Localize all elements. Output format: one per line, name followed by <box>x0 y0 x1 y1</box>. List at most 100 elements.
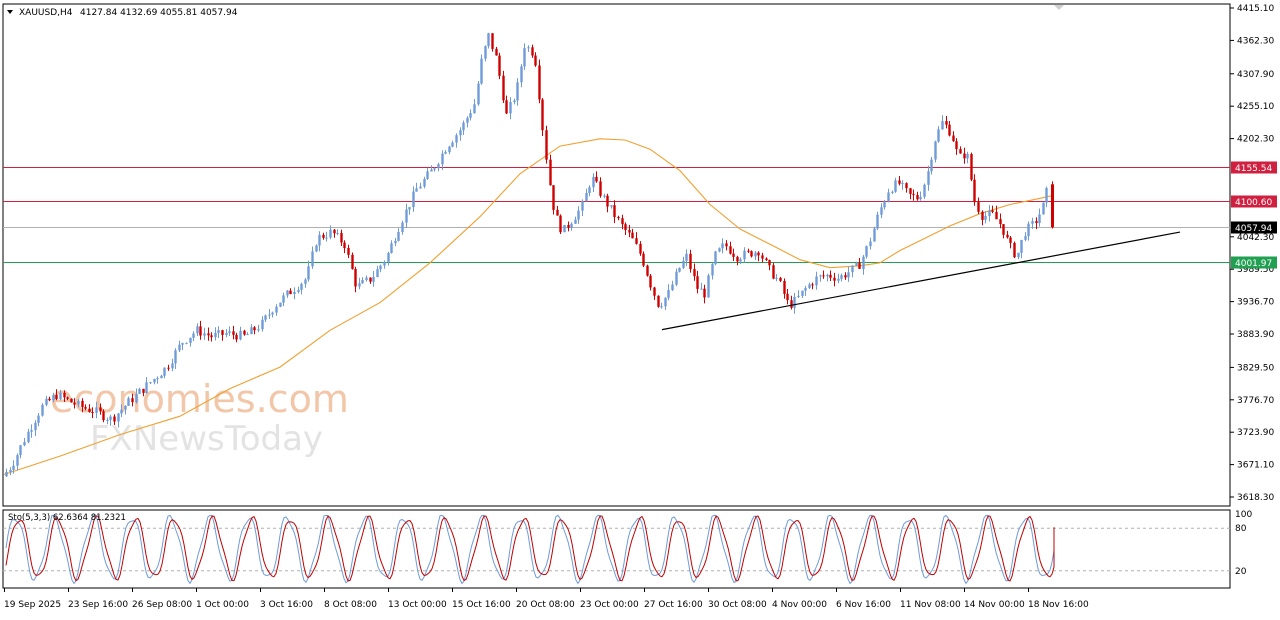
symbol-label: XAUUSD,H4 <box>19 8 73 18</box>
bullish-candle <box>894 180 897 192</box>
bearish-candle <box>912 193 915 195</box>
bullish-candle <box>423 179 426 187</box>
bearish-candle <box>347 248 350 255</box>
bullish-candle <box>383 261 386 266</box>
bullish-candle <box>451 142 454 147</box>
time-tick-label: 23 Oct 00:00 <box>580 600 639 610</box>
bullish-candle <box>441 153 444 165</box>
bullish-candle <box>365 277 368 280</box>
bearish-candle <box>786 293 789 301</box>
bullish-candle <box>869 241 872 247</box>
bearish-candle <box>81 400 84 408</box>
bullish-candle <box>145 382 148 393</box>
watermark: economies.com FXNewsToday <box>50 377 349 459</box>
bullish-candle <box>570 223 573 228</box>
bullish-candle <box>325 237 328 239</box>
bearish-candle <box>235 335 238 340</box>
level-tag-label: 4001.97 <box>1235 259 1272 269</box>
bearish-candle <box>858 262 861 269</box>
bearish-candle <box>340 233 343 243</box>
bullish-candle <box>473 104 476 114</box>
bearish-candle <box>552 185 555 210</box>
stochastic-tick-label: 20 <box>1235 567 1247 577</box>
bullish-candle <box>801 290 804 296</box>
bullish-candle <box>412 191 415 208</box>
trendline-layer[interactable] <box>661 231 1181 331</box>
bullish-candle <box>257 329 260 331</box>
bearish-candle <box>354 269 357 287</box>
bullish-candle <box>1031 221 1034 224</box>
bullish-candle <box>12 465 15 470</box>
bearish-candle <box>549 159 552 186</box>
bearish-candle <box>621 218 624 225</box>
bearish-candle <box>556 209 559 216</box>
moving-average <box>3 138 1055 476</box>
bullish-candle <box>138 388 141 394</box>
bearish-candle <box>1035 221 1038 223</box>
time-tick-label: 3 Oct 16:00 <box>260 600 313 610</box>
stochastic-legend: Sto(5,3,3) 62.6364 81.2321 <box>8 513 126 523</box>
bullish-candle <box>246 334 249 336</box>
bearish-candle <box>916 195 919 200</box>
bullish-candle <box>279 302 282 307</box>
bearish-candle <box>567 225 570 228</box>
bearish-candle <box>635 238 638 244</box>
bullish-candle <box>23 442 26 446</box>
bullish-candle <box>214 332 217 338</box>
bullish-candle <box>462 122 465 131</box>
bearish-candle <box>131 398 134 403</box>
bearish-candle <box>783 281 786 294</box>
bullish-candle <box>300 283 303 290</box>
bearish-candle <box>761 255 764 259</box>
bearish-candle <box>757 252 760 256</box>
ascending-trendline[interactable] <box>661 231 1181 331</box>
bearish-candle <box>210 335 213 338</box>
bearish-candle <box>599 181 602 196</box>
bearish-candle <box>693 269 696 277</box>
time-tick-label: 14 Nov 00:00 <box>964 600 1025 610</box>
bullish-candle <box>315 245 318 252</box>
bullish-candle <box>988 210 991 216</box>
bearish-candle <box>977 202 980 212</box>
bullish-candle <box>876 214 879 229</box>
bullish-candle <box>984 216 987 220</box>
stochastic-main-line <box>5 514 1055 585</box>
bullish-candle <box>923 184 926 197</box>
bullish-candle <box>16 455 19 466</box>
bullish-candle <box>135 393 138 403</box>
bullish-candle <box>153 379 156 383</box>
bullish-candle <box>469 113 472 118</box>
bullish-candle <box>311 251 314 267</box>
bullish-candle <box>1017 252 1020 258</box>
bearish-candle <box>653 287 656 296</box>
bullish-candle <box>739 259 742 262</box>
bullish-candle <box>527 47 530 49</box>
bearish-candle <box>639 243 642 254</box>
bullish-candle <box>9 470 12 472</box>
bullish-candle <box>185 342 188 344</box>
bullish-candle <box>120 409 123 414</box>
bearish-candle <box>606 195 609 207</box>
bullish-candle <box>815 276 818 286</box>
bearish-candle <box>905 183 908 189</box>
triangle-down-icon[interactable] <box>7 10 13 14</box>
bullish-candle <box>415 188 418 192</box>
bearish-candle <box>898 180 901 184</box>
time-tick-label: 4 Nov 00:00 <box>772 600 827 610</box>
bearish-candle <box>772 265 775 279</box>
price-tick-label: 3989.50 <box>1237 265 1274 275</box>
bullish-candle <box>293 291 296 294</box>
price-level-tags: 4155.54 4100.60 4057.94 4001.97 <box>1231 161 1277 269</box>
bearish-candle <box>502 75 505 101</box>
stochastic-tick-label: 80 <box>1235 524 1247 534</box>
bearish-candle <box>48 398 51 401</box>
bullish-candle <box>318 234 321 246</box>
bullish-candle <box>466 117 469 123</box>
bullish-candle <box>282 295 285 303</box>
bullish-candle <box>685 253 688 261</box>
bullish-candle <box>1024 236 1027 240</box>
level-tag-bg <box>1231 161 1277 174</box>
bullish-candle <box>966 154 969 159</box>
